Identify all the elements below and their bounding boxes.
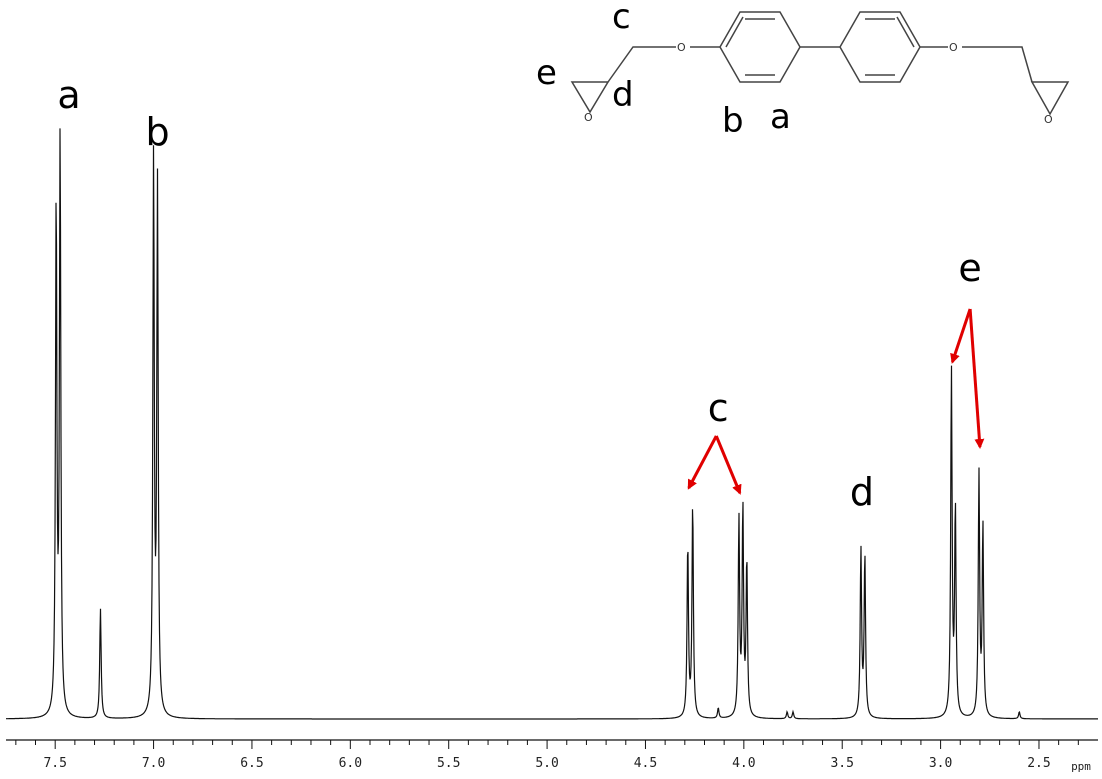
structure-labels: c e d b a xyxy=(536,0,791,141)
right-benzene-ring xyxy=(839,11,921,83)
chemical-structure xyxy=(570,11,1070,116)
right-chain-bond xyxy=(962,46,1033,83)
structure-label-e: e xyxy=(536,53,557,93)
atom-o-1: O xyxy=(584,111,593,124)
arrow-e-right xyxy=(968,308,985,449)
structure-label-a: a xyxy=(770,97,791,137)
structure-label-c: c xyxy=(612,0,631,37)
left-benzene-inner-bonds xyxy=(725,16,775,76)
peak-label-d: d xyxy=(850,470,874,514)
peak-label-e: e xyxy=(958,246,981,290)
x-tick-label: 5.5 xyxy=(437,756,460,771)
arrow-c-left xyxy=(687,435,718,490)
x-tick-label: 6.5 xyxy=(240,756,263,771)
structure-label-b: b xyxy=(722,101,744,141)
atom-o-2: O xyxy=(677,41,686,54)
x-tick-label: 7.0 xyxy=(142,756,165,771)
structure-label-d: d xyxy=(612,75,634,115)
atom-o-3: O xyxy=(949,41,958,54)
left-epoxide-ring xyxy=(570,81,610,114)
x-axis: 7.5 7.0 6.5 6.0 5.5 5.0 4.5 4.0 3.5 3.0 2.5 ppm xyxy=(6,739,1098,773)
x-tick-label: 3.5 xyxy=(830,756,853,771)
x-tick-label: 2.5 xyxy=(1027,756,1050,771)
peak-label-c: c xyxy=(708,386,729,430)
atom-o-4: O xyxy=(1044,113,1053,126)
right-benzene-inner-bonds xyxy=(865,16,915,76)
x-tick-label: 4.5 xyxy=(634,756,657,771)
peak-label-a: a xyxy=(57,73,80,117)
structure-atoms: O O O O xyxy=(584,41,1053,126)
x-tick-label: 7.5 xyxy=(43,756,66,771)
arrow-c-right xyxy=(714,435,742,495)
right-epoxide-ring xyxy=(1030,81,1070,116)
x-tick-label: 4.0 xyxy=(732,756,755,771)
arrow-e-left xyxy=(950,308,972,364)
left-benzene-ring xyxy=(719,11,801,83)
x-tick-label: 5.0 xyxy=(535,756,558,771)
spectrum-trace xyxy=(6,128,1098,720)
x-tick-label: 3.0 xyxy=(929,756,952,771)
x-tick-label: 6.0 xyxy=(339,756,362,771)
x-axis-unit-label: ppm xyxy=(1071,760,1091,773)
left-chain-bond xyxy=(607,46,676,83)
peak-label-b: b xyxy=(145,110,169,154)
spectrum-trace-layer xyxy=(6,128,1098,720)
